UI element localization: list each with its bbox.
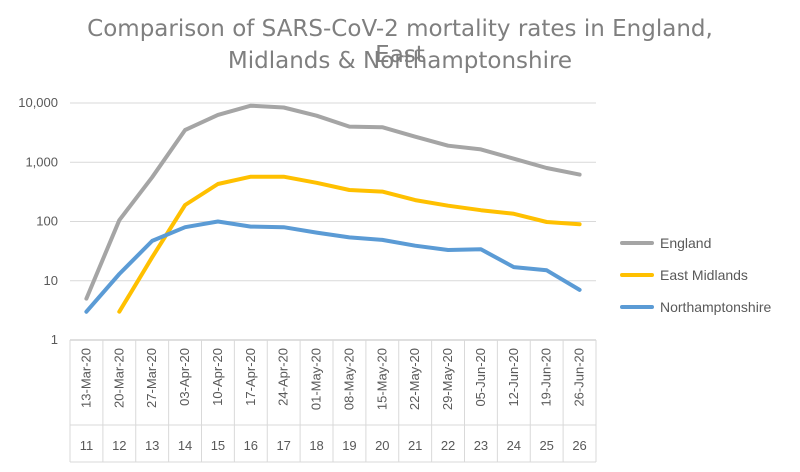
x-tick-label: 05-Jun-20 <box>473 348 488 407</box>
y-tick-label: 1 <box>51 332 58 347</box>
legend-label-northamptonshire: Northamptonshire <box>660 299 771 315</box>
week-number-label: 12 <box>112 438 126 453</box>
x-tick-label: 29-May-20 <box>440 348 455 410</box>
y-tick-label: 1,000 <box>25 154 58 169</box>
x-tick-label: 03-Apr-20 <box>177 348 192 406</box>
week-number-label: 16 <box>244 438 258 453</box>
x-tick-label: 13-Mar-20 <box>78 348 93 408</box>
series-line-east-midlands <box>117 174 582 314</box>
legend-label-england: England <box>660 235 711 251</box>
y-tick-label: 10 <box>44 273 58 288</box>
x-tick-label: 01-May-20 <box>309 348 324 410</box>
week-number-label: 18 <box>309 438 323 453</box>
x-tick-label: 27-Mar-20 <box>144 348 159 408</box>
series-line-northamptonshire <box>84 219 582 314</box>
week-number-label: 26 <box>572 438 586 453</box>
week-number-label: 22 <box>441 438 455 453</box>
week-number-label: 17 <box>276 438 290 453</box>
x-tick-label: 26-Jun-20 <box>572 348 587 407</box>
x-tick-label: 10-Apr-20 <box>210 348 225 406</box>
week-number-label: 13 <box>145 438 159 453</box>
week-number-label: 25 <box>539 438 553 453</box>
x-tick-label: 24-Apr-20 <box>276 348 291 406</box>
week-number-label: 21 <box>408 438 422 453</box>
series-line-england <box>84 103 582 301</box>
y-tick-label: 10,000 <box>18 95 58 110</box>
week-number-label: 20 <box>375 438 389 453</box>
chart-title-line-2: Midlands & Northamptonshire <box>227 48 573 74</box>
x-tick-label: 15-May-20 <box>374 348 389 410</box>
x-tick-label: 22-May-20 <box>407 348 422 410</box>
x-tick-label: 19-Jun-20 <box>539 348 554 407</box>
x-tick-label: 12-Jun-20 <box>506 348 521 407</box>
chart-title-line-1: Comparison of SARS-CoV-2 mortality rates… <box>87 16 713 68</box>
x-tick-label: 17-Apr-20 <box>243 348 258 406</box>
week-number-label: 24 <box>507 438 521 453</box>
week-number-label: 19 <box>342 438 356 453</box>
week-number-label: 11 <box>80 438 94 453</box>
week-number-label: 15 <box>211 438 225 453</box>
week-number-label: 23 <box>474 438 488 453</box>
legend-label-east-midlands: East Midlands <box>660 267 748 283</box>
week-number-label: 14 <box>178 438 192 453</box>
y-tick-label: 100 <box>36 214 58 229</box>
x-tick-label: 08-May-20 <box>341 348 356 410</box>
x-tick-label: 20-Mar-20 <box>111 348 126 408</box>
